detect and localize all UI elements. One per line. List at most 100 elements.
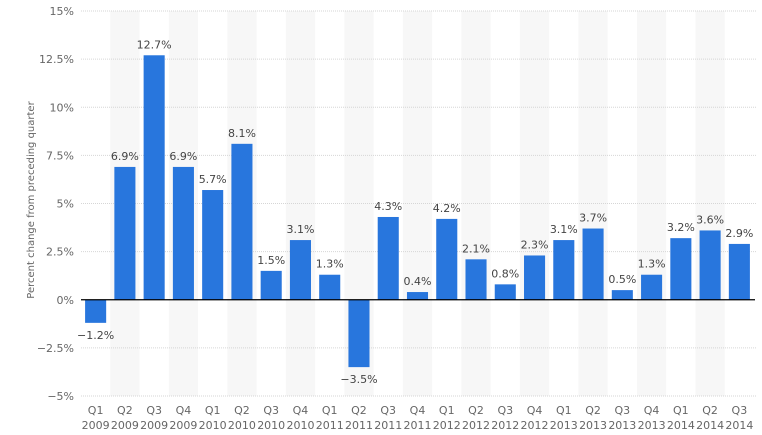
- y-tick-label: 10%: [50, 101, 74, 114]
- x-tick-year-label: 2011: [404, 419, 432, 432]
- data-label: 3.1%: [286, 223, 314, 236]
- data-label: 6.9%: [111, 150, 139, 163]
- data-label: 6.9%: [169, 150, 197, 163]
- x-tick-label: Q3: [263, 404, 279, 417]
- x-tick-year-label: 2010: [228, 419, 256, 432]
- x-tick-label: Q1: [673, 404, 689, 417]
- x-tick-label: Q1: [556, 404, 572, 417]
- data-label: 4.2%: [433, 202, 461, 215]
- x-tick-year-label: 2011: [316, 419, 344, 432]
- x-tick-label: Q4: [176, 404, 192, 417]
- x-tick-year-label: 2010: [257, 419, 285, 432]
- bar: [436, 218, 458, 300]
- x-tick-label: Q1: [205, 404, 221, 417]
- y-tick-label: 5%: [57, 198, 74, 211]
- bar: [728, 243, 750, 300]
- y-tick-label: 15%: [50, 5, 74, 18]
- x-tick-label: Q2: [351, 404, 367, 417]
- data-label: 3.6%: [696, 213, 724, 226]
- bar: [553, 240, 575, 300]
- x-tick-label: Q3: [380, 404, 396, 417]
- y-tick-label: −2.5%: [37, 342, 74, 355]
- y-axis-label: Percent change from preceding quarter: [26, 100, 37, 298]
- data-label: 1.5%: [257, 254, 285, 267]
- bar: [524, 255, 546, 300]
- bar: [348, 299, 370, 368]
- data-label: 1.3%: [316, 258, 344, 271]
- bar: [85, 299, 107, 323]
- bar: [260, 270, 282, 300]
- data-label: 3.2%: [667, 221, 695, 234]
- bar: [114, 166, 136, 300]
- x-tick-year-label: 2009: [169, 419, 197, 432]
- data-label: 2.9%: [725, 227, 753, 240]
- data-label: 8.1%: [228, 127, 256, 140]
- x-tick-year-label: 2012: [491, 419, 519, 432]
- bar: [231, 143, 253, 300]
- x-tick-year-label: 2009: [82, 419, 110, 432]
- y-tick-label: 2.5%: [46, 246, 74, 259]
- x-tick-label: Q3: [497, 404, 513, 417]
- data-label: −1.2%: [77, 329, 114, 342]
- x-tick-year-label: 2011: [345, 419, 373, 432]
- x-tick-year-label: 2014: [667, 419, 695, 432]
- data-label: 1.3%: [638, 258, 666, 271]
- bar: [319, 274, 341, 300]
- x-tick-label: Q2: [585, 404, 601, 417]
- x-tick-label: Q4: [644, 404, 660, 417]
- y-tick-label: 0%: [57, 294, 74, 307]
- data-label: 4.3%: [374, 200, 402, 213]
- x-tick-label: Q3: [146, 404, 162, 417]
- bar: [641, 274, 663, 300]
- x-tick-year-label: 2013: [550, 419, 578, 432]
- data-label: 0.5%: [608, 273, 636, 286]
- bar: [582, 228, 604, 300]
- x-tick-label: Q1: [88, 404, 104, 417]
- x-tick-label: Q3: [732, 404, 748, 417]
- x-tick-year-label: 2014: [696, 419, 724, 432]
- bar: [699, 230, 721, 300]
- bar: [202, 190, 224, 300]
- data-label: 2.1%: [462, 242, 490, 255]
- data-label: 5.7%: [199, 173, 227, 186]
- x-tick-year-label: 2012: [521, 419, 549, 432]
- data-label: 12.7%: [137, 38, 172, 51]
- x-tick-label: Q2: [117, 404, 133, 417]
- x-tick-year-label: 2012: [433, 419, 461, 432]
- x-tick-label: Q4: [527, 404, 543, 417]
- data-label: 0.8%: [491, 267, 519, 280]
- x-tick-label: Q2: [702, 404, 718, 417]
- bar: [377, 216, 399, 300]
- column-band: [519, 11, 550, 396]
- bar: [611, 290, 633, 300]
- x-tick-year-label: 2011: [374, 419, 402, 432]
- x-tick-label: Q2: [234, 404, 250, 417]
- x-tick-label: Q1: [439, 404, 455, 417]
- y-tick-label: 12.5%: [39, 53, 74, 66]
- y-tick-label: 7.5%: [46, 149, 74, 162]
- x-tick-label: Q1: [322, 404, 338, 417]
- bar: [465, 259, 487, 300]
- bar: [289, 240, 311, 300]
- bar: [143, 55, 165, 300]
- x-tick-label: Q2: [468, 404, 484, 417]
- x-tick-label: Q4: [410, 404, 426, 417]
- bar: [670, 238, 692, 300]
- x-tick-year-label: 2009: [111, 419, 139, 432]
- data-label: −3.5%: [340, 373, 377, 386]
- y-axis-ticks: 15% 12.5% 10% 7.5% 5% 2.5% 0% −2.5% −5%: [37, 5, 74, 403]
- data-label: 3.1%: [550, 223, 578, 236]
- y-tick-label: −5%: [47, 390, 74, 403]
- data-labels: −1.2%6.9%12.7%6.9%5.7%8.1%1.5%3.1%1.3%−3…: [77, 38, 753, 386]
- x-tick-year-label: 2010: [199, 419, 227, 432]
- data-label: 3.7%: [579, 212, 607, 225]
- bars: [85, 55, 750, 368]
- bar: [406, 292, 429, 300]
- x-tick-year-label: 2013: [638, 419, 666, 432]
- bar: [172, 166, 194, 300]
- x-tick-year-label: 2009: [140, 419, 168, 432]
- bar: [494, 284, 516, 300]
- x-axis-ticks: Q1 2009 Q2 2009 Q3 2009 Q4 2009 Q1 2010 Q2 2010 Q3 20…: [82, 404, 754, 432]
- x-tick-year-label: 2012: [462, 419, 490, 432]
